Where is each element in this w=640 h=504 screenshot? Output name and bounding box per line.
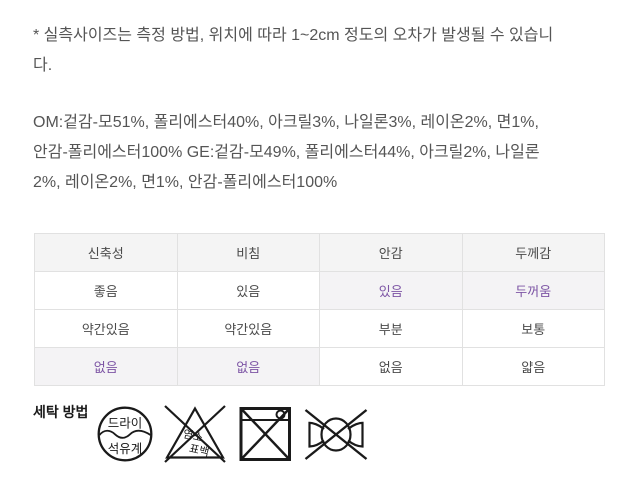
composition-line-3: 2%, 레이온2%, 면1%, 안감-폴리에스터100% [33,174,338,191]
no-wring-icon [305,409,368,460]
table-row: 좋음 있음 있음 두꺼움 [34,271,605,310]
notice-line-2: 다. [33,57,53,74]
table-cell: 약간있음 [176,309,320,348]
composition-line-1: OM:겉감-모51%, 폴리에스터40%, 아크릴3%, 나일론3%, 레이온2… [33,114,539,131]
laundry-care-section: 세탁 방법 드라이 석유계 염소 표백 [33,404,369,464]
table-row: 없음 없음 없음 얇음 [34,347,605,386]
laundry-icons: 드라이 석유계 염소 표백 [96,404,369,464]
dry-clean-petroleum-icon: 드라이 석유계 [97,406,153,462]
header-stretch: 신축성 [34,233,178,272]
size-measure-notice: * 실측사이즈는 측정 방법, 위치에 따라 1~2cm 정도의 오차가 발생될… [33,21,623,81]
table-cell: 있음 [319,271,463,310]
table-cell: 없음 [319,347,463,386]
svg-text:석유계: 석유계 [108,442,143,456]
table-cell: 얇음 [461,347,605,386]
table-row: 약간있음 약간있음 부분 보통 [34,309,605,348]
svg-text:표백: 표백 [188,442,211,459]
header-lining: 안감 [319,233,463,272]
table-cell: 보통 [461,309,605,348]
fabric-attributes-table: 신축성 비침 안감 두께감 좋음 있음 있음 두꺼움 약간있음 약간있음 부분 … [34,233,605,386]
header-sheerness: 비침 [176,233,320,272]
svg-text:드라이: 드라이 [108,417,143,431]
table-cell: 없음 [34,347,178,386]
no-chlorine-bleach-icon: 염소 표백 [164,405,227,463]
table-cell: 좋음 [34,271,178,310]
table-cell: 없음 [176,347,320,386]
fabric-composition: OM:겉감-모51%, 폴리에스터40%, 아크릴3%, 나일론3%, 레이온2… [33,108,623,198]
table-header-row: 신축성 비침 안감 두께감 [34,233,605,272]
table-cell: 부분 [319,309,463,348]
header-thickness: 두께감 [461,233,605,272]
table-cell: 두꺼움 [461,271,605,310]
laundry-section-title: 세탁 방법 [33,404,89,420]
table-cell: 있음 [176,271,320,310]
notice-line-1: * 실측사이즈는 측정 방법, 위치에 따라 1~2cm 정도의 오차가 발생될… [33,27,554,44]
table-cell: 약간있음 [34,309,178,348]
no-tumble-dry-icon [239,407,292,461]
composition-line-2: 안감-폴리에스터100% GE:겉감-모49%, 폴리에스터44%, 아크릴2%… [33,144,540,161]
